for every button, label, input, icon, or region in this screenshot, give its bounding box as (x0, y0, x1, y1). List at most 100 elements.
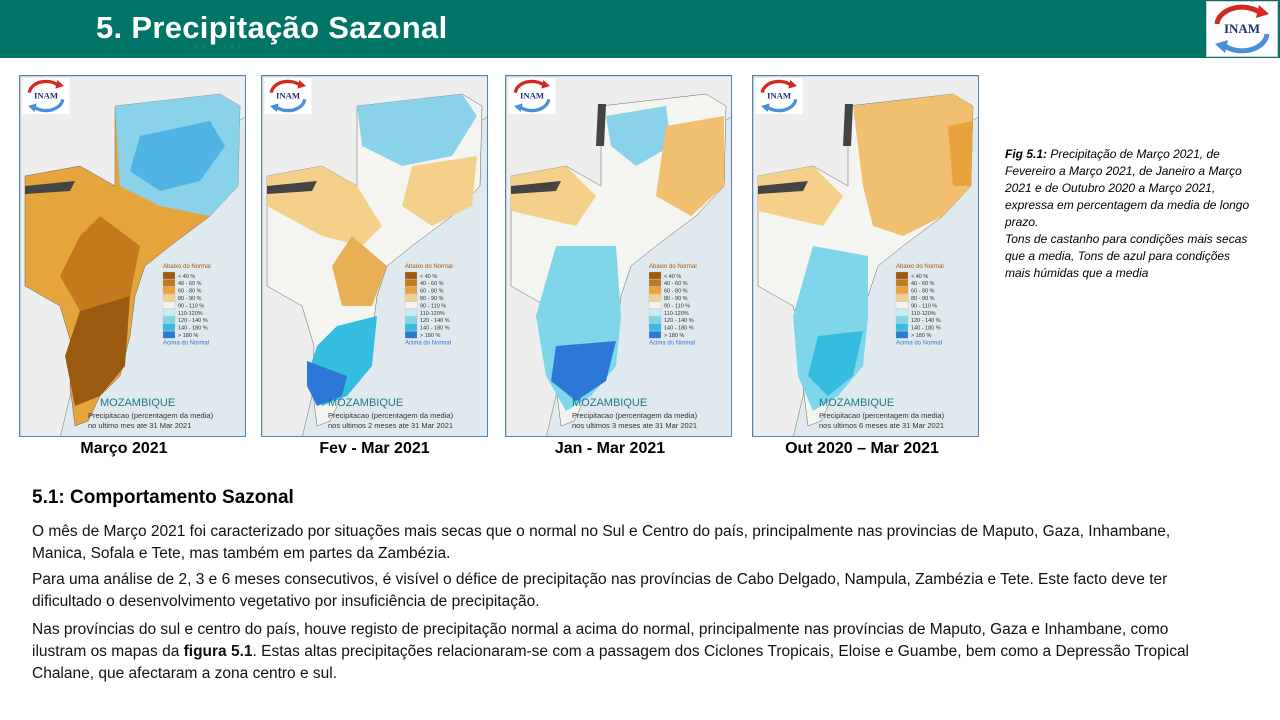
svg-text:INAM: INAM (276, 91, 300, 101)
legend-label: 110-120% (664, 311, 689, 317)
legend-swatch (404, 316, 418, 324)
map-caption: Fev - Mar 2021 (319, 440, 430, 457)
map-country: MOZAMBIQUE (328, 397, 403, 409)
legend-label: 90 - 110 % (178, 303, 204, 309)
legend-swatch (648, 323, 662, 331)
legend-swatch (404, 286, 418, 294)
legend-title-above: Acima do Normal (163, 341, 209, 347)
legend-swatch (404, 294, 418, 302)
legend-label: > 180 % (664, 333, 684, 339)
legend-swatch (162, 323, 176, 331)
legend-label: 40 - 60 % (664, 281, 688, 287)
header-bar: 5. Precipitação Sazonal INAM (0, 0, 1280, 58)
legend-swatch (648, 271, 662, 280)
legend-swatch (404, 279, 418, 287)
legend-label: 120 - 140 % (420, 318, 450, 324)
map-fev-mar-2021: Abaixo do Normal < 40 % 40 - 60 % 60 - 80 %… (261, 75, 488, 437)
legend-title-below: Abaixo do Normal (649, 264, 697, 270)
legend-swatch (895, 308, 909, 317)
legend-label: 140 - 180 % (420, 326, 450, 332)
svg-text:INAM: INAM (520, 91, 544, 101)
legend-swatch (648, 294, 662, 302)
legend-swatch (162, 279, 176, 287)
map-note-1: Precipitacao (percentagem da media) (328, 411, 454, 420)
legend-title-above: Acima do Normal (896, 341, 942, 347)
legend-swatch (162, 331, 176, 339)
legend-label: 80 - 90 % (178, 296, 202, 302)
legend-swatch (162, 271, 176, 280)
legend-swatch (404, 271, 418, 280)
legend-swatch (162, 286, 176, 294)
legend-swatch (648, 279, 662, 287)
legend-label: > 180 % (178, 333, 198, 339)
legend-swatch (162, 308, 176, 317)
map-inam-logo: INAM (264, 78, 312, 114)
paragraph-1: O mês de Março 2021 foi caracterizado po… (32, 523, 1171, 562)
map-note-1: Precipitacao (percentagem da media) (572, 411, 698, 420)
map-caption: Jan - Mar 2021 (554, 440, 666, 457)
legend-label: < 40 % (178, 274, 195, 280)
legend-label: 140 - 180 % (664, 326, 694, 332)
legend-swatch (404, 323, 418, 331)
legend-swatch (895, 331, 909, 339)
map-note-2: nos ultimos 2 meses ate 31 Mar 2021 (328, 421, 453, 430)
legend-swatch (895, 301, 909, 309)
legend-swatch (404, 331, 418, 339)
legend-swatch (648, 286, 662, 294)
legend-swatch (895, 279, 909, 287)
map-legend: Abaixo do Normal < 40 %40 - 60 % 60 - 80 %… (162, 264, 211, 347)
map-jan-mar-2021: Abaixo do Normal < 40 % 40 - 60 % 60 - 80 %… (505, 75, 732, 437)
paragraph-3-end: . Estas altas precipitações relacionaram… (32, 643, 1190, 682)
map-marco-2021: Abaixo do Normal < 40 % 40 - 60 % 60 - 80 %… (19, 75, 246, 437)
legend-label: 120 - 140 % (664, 318, 694, 324)
legend-title-below: Abaixo do Normal (405, 264, 453, 270)
map-country: MOZAMBIQUE (572, 397, 647, 409)
map-note-1: Precipitacao (percentagem da media) (88, 411, 214, 420)
legend-swatch (895, 323, 909, 331)
legend-swatch (404, 301, 418, 309)
legend-title-above: Acima do Normal (405, 341, 451, 347)
legend-label: 90 - 110 % (664, 303, 690, 309)
section-title: 5.1: Comportamento Sazonal (32, 487, 294, 508)
legend-swatch (162, 316, 176, 324)
map-note-2: no ultimo mes ate 31 Mar 2021 (88, 421, 191, 430)
map-out-2020-mar-2021: Abaixo do Normal < 40 % 40 - 60 % 60 - 80 %… (752, 75, 979, 437)
map-legend: Abaixo do Normal < 40 %40 - 60 % 60 - 80 %… (895, 264, 944, 347)
figure-label: Fig 5.1: (1005, 147, 1048, 161)
legend-label: > 180 % (420, 333, 440, 339)
figure-note: Fig 5.1: Precipitação de Março 2021, de … (1005, 146, 1253, 282)
legend-label: 110-120% (420, 311, 445, 317)
map-note-2: nos ultimos 6 meses ate 31 Mar 2021 (819, 421, 944, 430)
map-caption: Março 2021 (80, 440, 168, 457)
legend-swatch (648, 331, 662, 339)
map-country: MOZAMBIQUE (819, 397, 894, 409)
figure-text: Precipitação de Março 2021, de Fevereiro… (1005, 147, 1250, 229)
map-legend: Abaixo do Normal < 40 %40 - 60 % 60 - 80 %… (648, 264, 697, 347)
paragraph-3: Nas províncias do sul e centro do país, … (32, 619, 1222, 685)
map-inam-logo: INAM (755, 78, 803, 114)
legend-label: 60 - 80 % (664, 289, 688, 295)
legend-label: 120 - 140 % (178, 318, 208, 324)
paragraph-2: Para uma análise de 2, 3 e 6 meses conse… (32, 571, 1168, 610)
legend-label: < 40 % (420, 274, 437, 280)
legend-swatch (895, 316, 909, 324)
legend-swatch (404, 308, 418, 317)
legend-label: 90 - 110 % (911, 303, 937, 309)
logo-text: INAM (1224, 21, 1260, 36)
legend-label: 140 - 180 % (178, 326, 208, 332)
legend-title-above: Acima do Normal (649, 341, 695, 347)
legend-swatch (648, 301, 662, 309)
legend-label: 40 - 60 % (420, 281, 444, 287)
legend-swatch (895, 294, 909, 302)
legend-label: 120 - 140 % (911, 318, 941, 324)
legend-swatch (162, 294, 176, 302)
legend-label: 110-120% (178, 311, 203, 317)
page-title: 5. Precipitação Sazonal (96, 10, 448, 45)
legend-swatch (895, 286, 909, 294)
map-note-1: Precipitacao (percentagem da media) (819, 411, 945, 420)
legend-label: 140 - 180 % (911, 326, 941, 332)
legend-label: 60 - 80 % (911, 289, 935, 295)
legend-title-below: Abaixo do Normal (896, 264, 944, 270)
legend-swatch (162, 301, 176, 309)
legend-label: 90 - 110 % (420, 303, 446, 309)
